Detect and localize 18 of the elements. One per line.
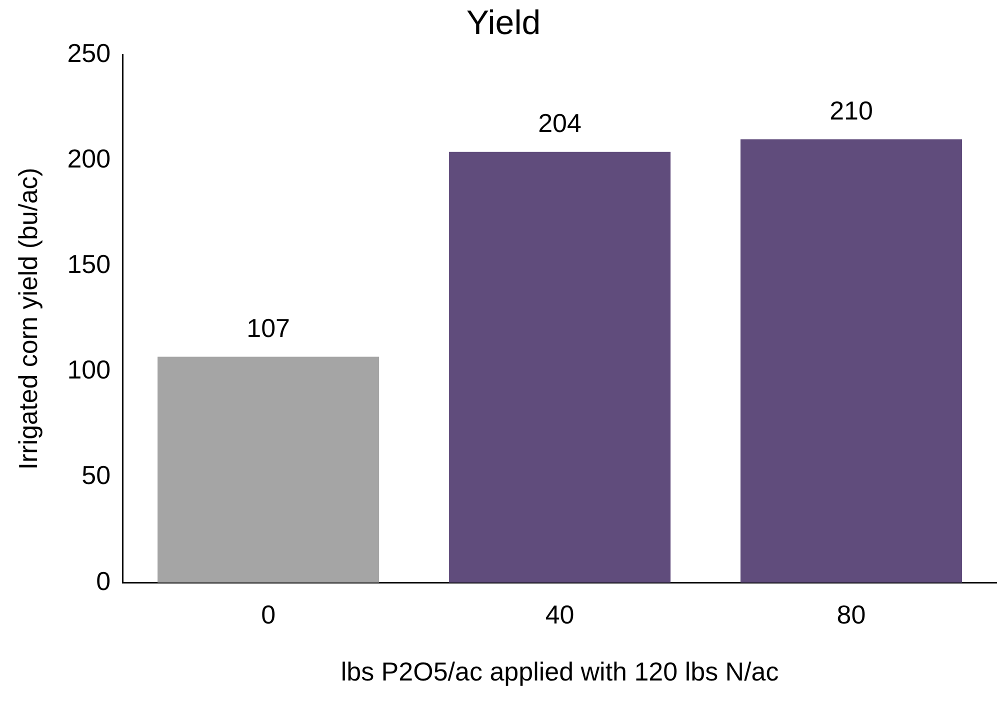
y-axis-title: Irrigated corn yield (bu/ac) [12, 168, 43, 470]
y-tick-label: 250 [67, 38, 111, 68]
x-tick-label: 0 [261, 599, 276, 630]
bar [449, 152, 671, 583]
x-tick-label: 40 [545, 599, 574, 630]
chart-title: Yield [466, 4, 541, 42]
x-axis-title: lbs P2O5/ac applied with 120 lbs N/ac [340, 656, 779, 687]
data-label: 210 [830, 95, 873, 126]
y-tick-label: 150 [67, 249, 111, 280]
bar [158, 356, 380, 583]
bar [740, 139, 962, 583]
y-tick-label: 100 [67, 354, 111, 385]
y-tick-label: 200 [67, 144, 111, 174]
x-tick-label: 80 [836, 599, 866, 630]
y-tick-label: 0 [96, 566, 111, 596]
data-label: 204 [538, 108, 582, 138]
data-label: 107 [246, 312, 290, 343]
y-tick-label: 50 [82, 460, 111, 490]
